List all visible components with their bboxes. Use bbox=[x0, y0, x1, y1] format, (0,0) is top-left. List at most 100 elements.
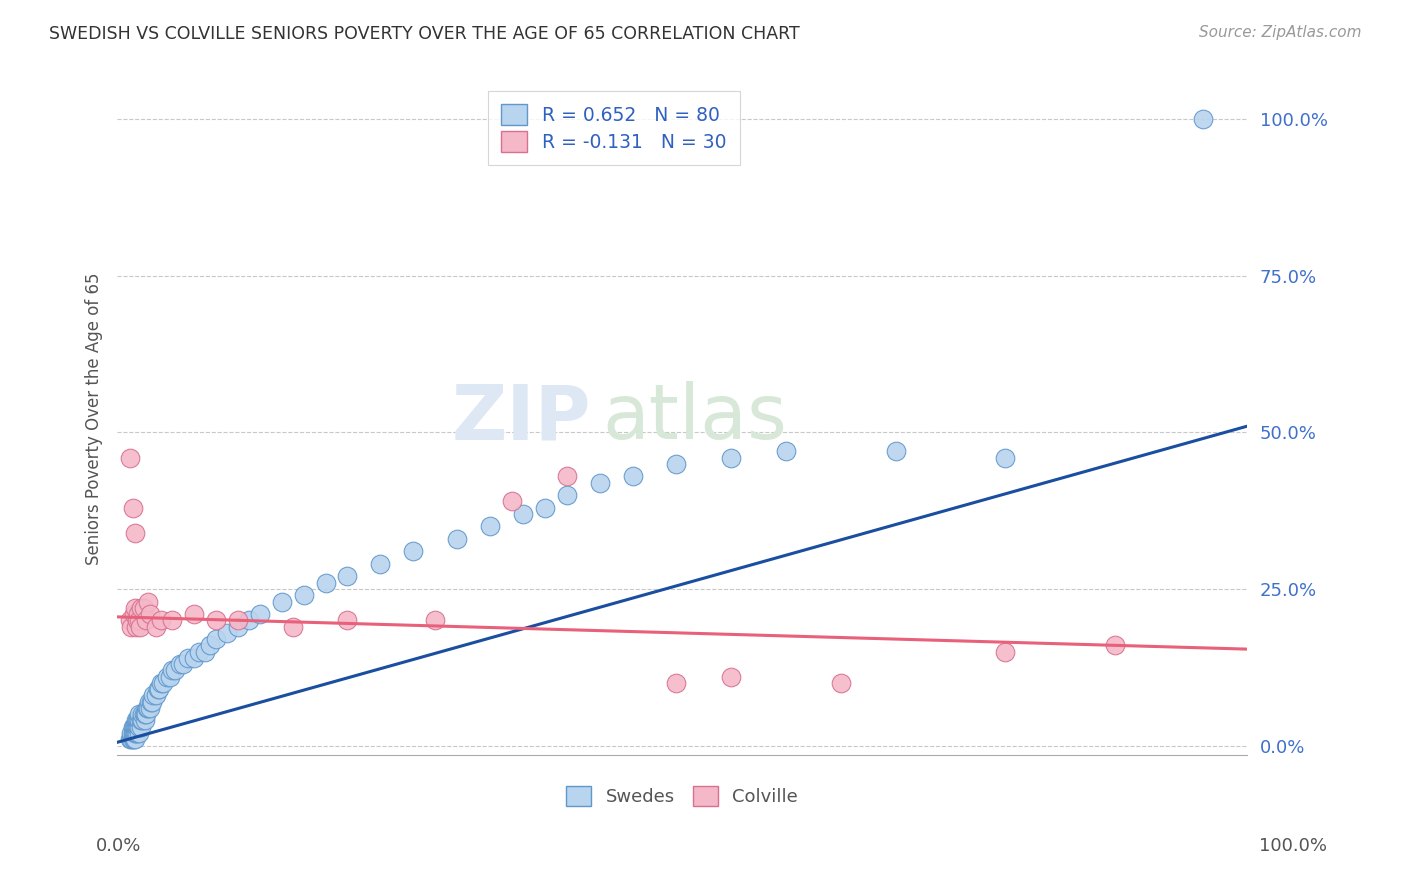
Point bbox=[124, 726, 146, 740]
Point bbox=[205, 632, 228, 646]
Point bbox=[128, 613, 150, 627]
Point bbox=[129, 619, 152, 633]
Point bbox=[128, 726, 150, 740]
Point bbox=[131, 714, 153, 728]
Point bbox=[121, 720, 143, 734]
Y-axis label: Seniors Poverty Over the Age of 65: Seniors Poverty Over the Age of 65 bbox=[86, 272, 103, 565]
Point bbox=[120, 450, 142, 465]
Point bbox=[125, 726, 148, 740]
Point bbox=[402, 544, 425, 558]
Point bbox=[127, 720, 149, 734]
Point bbox=[1191, 112, 1213, 127]
Point bbox=[121, 500, 143, 515]
Point bbox=[270, 594, 292, 608]
Text: Source: ZipAtlas.com: Source: ZipAtlas.com bbox=[1198, 25, 1361, 40]
Point bbox=[183, 651, 205, 665]
Point bbox=[205, 613, 228, 627]
Point bbox=[370, 557, 392, 571]
Point bbox=[226, 619, 249, 633]
Point bbox=[122, 732, 145, 747]
Point bbox=[121, 726, 143, 740]
Point bbox=[315, 575, 337, 590]
Point bbox=[120, 732, 142, 747]
Point bbox=[172, 657, 194, 672]
Point bbox=[134, 707, 156, 722]
Point bbox=[131, 707, 153, 722]
Point bbox=[336, 613, 359, 627]
Point bbox=[281, 619, 304, 633]
Point bbox=[128, 707, 150, 722]
Point bbox=[138, 695, 160, 709]
Point bbox=[135, 613, 157, 627]
Point bbox=[830, 676, 852, 690]
Point bbox=[446, 532, 468, 546]
Point bbox=[665, 457, 688, 471]
Point bbox=[200, 638, 222, 652]
Text: atlas: atlas bbox=[603, 382, 787, 456]
Point bbox=[125, 619, 148, 633]
Point bbox=[145, 689, 167, 703]
Point bbox=[249, 607, 271, 621]
Point bbox=[425, 613, 447, 627]
Point bbox=[125, 720, 148, 734]
Point bbox=[120, 732, 142, 747]
Point bbox=[183, 607, 205, 621]
Point bbox=[122, 607, 145, 621]
Point bbox=[134, 714, 156, 728]
Point bbox=[139, 701, 162, 715]
Point bbox=[238, 613, 260, 627]
Point bbox=[478, 519, 501, 533]
Point bbox=[145, 619, 167, 633]
Legend: Swedes, Colville: Swedes, Colville bbox=[558, 779, 806, 814]
Point bbox=[501, 494, 523, 508]
Point bbox=[131, 714, 153, 728]
Point bbox=[720, 670, 742, 684]
Point bbox=[128, 720, 150, 734]
Point bbox=[555, 488, 578, 502]
Point bbox=[152, 676, 174, 690]
Point bbox=[336, 569, 359, 583]
Point bbox=[150, 676, 173, 690]
Point bbox=[148, 682, 170, 697]
Point bbox=[215, 625, 238, 640]
Point bbox=[125, 720, 148, 734]
Point bbox=[994, 644, 1017, 658]
Point bbox=[533, 500, 555, 515]
Point bbox=[994, 450, 1017, 465]
Point bbox=[124, 525, 146, 540]
Point bbox=[155, 670, 177, 684]
Point bbox=[136, 594, 159, 608]
Point bbox=[665, 676, 688, 690]
Point bbox=[125, 726, 148, 740]
Point bbox=[160, 664, 183, 678]
Point bbox=[139, 607, 162, 621]
Point bbox=[150, 613, 173, 627]
Point bbox=[292, 588, 315, 602]
Point bbox=[555, 469, 578, 483]
Text: 0.0%: 0.0% bbox=[96, 837, 141, 855]
Point bbox=[169, 657, 191, 672]
Point bbox=[124, 720, 146, 734]
Point bbox=[122, 726, 145, 740]
Point bbox=[177, 651, 200, 665]
Point bbox=[141, 695, 163, 709]
Point bbox=[159, 670, 181, 684]
Point bbox=[621, 469, 644, 483]
Point bbox=[588, 475, 610, 490]
Point bbox=[124, 732, 146, 747]
Point bbox=[128, 714, 150, 728]
Point bbox=[226, 613, 249, 627]
Point bbox=[146, 682, 169, 697]
Point bbox=[125, 613, 148, 627]
Point bbox=[127, 714, 149, 728]
Point bbox=[122, 726, 145, 740]
Text: SWEDISH VS COLVILLE SENIORS POVERTY OVER THE AGE OF 65 CORRELATION CHART: SWEDISH VS COLVILLE SENIORS POVERTY OVER… bbox=[49, 25, 800, 43]
Point bbox=[141, 695, 163, 709]
Text: ZIP: ZIP bbox=[451, 382, 592, 456]
Point bbox=[124, 600, 146, 615]
Point bbox=[775, 444, 797, 458]
Point bbox=[160, 613, 183, 627]
Point bbox=[122, 720, 145, 734]
Point bbox=[142, 689, 165, 703]
Point bbox=[125, 714, 148, 728]
